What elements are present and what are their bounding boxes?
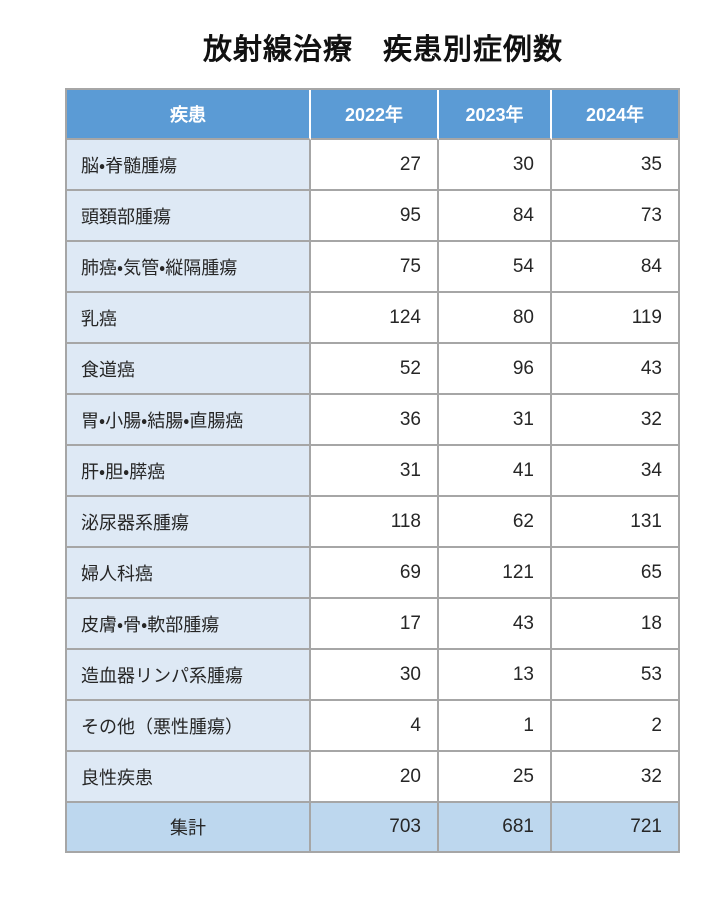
- disease-label-cell: 泌尿器系腫瘍: [67, 497, 311, 548]
- value-cell-2022: 20: [311, 752, 439, 803]
- value-cell-2024: 43: [552, 344, 678, 395]
- disease-label-cell: 食道癌: [67, 344, 311, 395]
- column-header-2023: 2023年: [439, 90, 552, 140]
- disease-label-cell: 胃・小腸・結腸・直腸癌: [67, 395, 311, 446]
- value-cell-2022: 36: [311, 395, 439, 446]
- page-title: 放射線治療 疾患別症例数: [202, 34, 563, 66]
- value-cell-2024: 32: [552, 395, 678, 446]
- value-cell-2023: 80: [439, 293, 552, 344]
- value-cell-2022: 52: [311, 344, 439, 395]
- value-cell-2022: 27: [311, 140, 439, 191]
- value-cell-2022: 124: [311, 293, 439, 344]
- table-row: 皮膚・骨・軟部腫瘍 17 43 18: [67, 599, 678, 650]
- cases-table-container: 疾患 2022年 2023年 2024年 脳・脊髄腫瘍 27 30 35 頭頚部…: [65, 88, 680, 853]
- value-cell-2024: 2: [552, 701, 678, 752]
- value-cell-2024: 53: [552, 650, 678, 701]
- value-cell-2023: 96: [439, 344, 552, 395]
- table-row: 乳癌 124 80 119: [67, 293, 678, 344]
- value-cell-2022: 69: [311, 548, 439, 599]
- total-label-cell: 集計: [67, 803, 311, 851]
- value-cell-2022: 17: [311, 599, 439, 650]
- value-cell-2023: 30: [439, 140, 552, 191]
- total-value-cell-2023: 681: [439, 803, 552, 851]
- value-cell-2024: 65: [552, 548, 678, 599]
- table-row: 肝・胆・膵癌 31 41 34: [67, 446, 678, 497]
- value-cell-2022: 95: [311, 191, 439, 242]
- value-cell-2024: 35: [552, 140, 678, 191]
- value-cell-2022: 30: [311, 650, 439, 701]
- value-cell-2023: 41: [439, 446, 552, 497]
- table-row: その他（悪性腫瘍） 4 1 2: [67, 701, 678, 752]
- value-cell-2023: 54: [439, 242, 552, 293]
- disease-label-cell: 皮膚・骨・軟部腫瘍: [67, 599, 311, 650]
- table-row: 泌尿器系腫瘍 118 62 131: [67, 497, 678, 548]
- disease-label-cell: 乳癌: [67, 293, 311, 344]
- disease-label-cell: 肝・胆・膵癌: [67, 446, 311, 497]
- total-value-cell-2024: 721: [552, 803, 678, 851]
- total-row: 集計 703 681 721: [67, 803, 678, 851]
- table-row: 造血器リンパ系腫瘍 30 13 53: [67, 650, 678, 701]
- value-cell-2022: 31: [311, 446, 439, 497]
- value-cell-2024: 18: [552, 599, 678, 650]
- disease-label-cell: 頭頚部腫瘍: [67, 191, 311, 242]
- disease-label-cell: 造血器リンパ系腫瘍: [67, 650, 311, 701]
- value-cell-2022: 118: [311, 497, 439, 548]
- table-row: 脳・脊髄腫瘍 27 30 35: [67, 140, 678, 191]
- header-row: 疾患 2022年 2023年 2024年: [67, 90, 678, 140]
- value-cell-2023: 121: [439, 548, 552, 599]
- cases-table: 疾患 2022年 2023年 2024年 脳・脊髄腫瘍 27 30 35 頭頚部…: [65, 88, 680, 853]
- value-cell-2023: 84: [439, 191, 552, 242]
- value-cell-2024: 73: [552, 191, 678, 242]
- disease-label-cell: 脳・脊髄腫瘍: [67, 140, 311, 191]
- value-cell-2023: 31: [439, 395, 552, 446]
- table-row: 頭頚部腫瘍 95 84 73: [67, 191, 678, 242]
- value-cell-2023: 13: [439, 650, 552, 701]
- value-cell-2023: 43: [439, 599, 552, 650]
- value-cell-2022: 75: [311, 242, 439, 293]
- table-row: 肺癌・気管・縦隔腫瘍 75 54 84: [67, 242, 678, 293]
- column-header-2024: 2024年: [552, 90, 678, 140]
- table-row: 良性疾患 20 25 32: [67, 752, 678, 803]
- table-row: 胃・小腸・結腸・直腸癌 36 31 32: [67, 395, 678, 446]
- disease-label-cell: 婦人科癌: [67, 548, 311, 599]
- total-value-cell-2022: 703: [311, 803, 439, 851]
- value-cell-2023: 25: [439, 752, 552, 803]
- value-cell-2024: 34: [552, 446, 678, 497]
- column-header-disease: 疾患: [67, 90, 311, 140]
- value-cell-2023: 62: [439, 497, 552, 548]
- table-row: 婦人科癌 69 121 65: [67, 548, 678, 599]
- disease-label-cell: 肺癌・気管・縦隔腫瘍: [67, 242, 311, 293]
- value-cell-2024: 32: [552, 752, 678, 803]
- value-cell-2023: 1: [439, 701, 552, 752]
- column-header-2022: 2022年: [311, 90, 439, 140]
- disease-label-cell: その他（悪性腫瘍）: [67, 701, 311, 752]
- value-cell-2024: 84: [552, 242, 678, 293]
- table-row: 食道癌 52 96 43: [67, 344, 678, 395]
- disease-label-cell: 良性疾患: [67, 752, 311, 803]
- value-cell-2024: 131: [552, 497, 678, 548]
- value-cell-2022: 4: [311, 701, 439, 752]
- value-cell-2024: 119: [552, 293, 678, 344]
